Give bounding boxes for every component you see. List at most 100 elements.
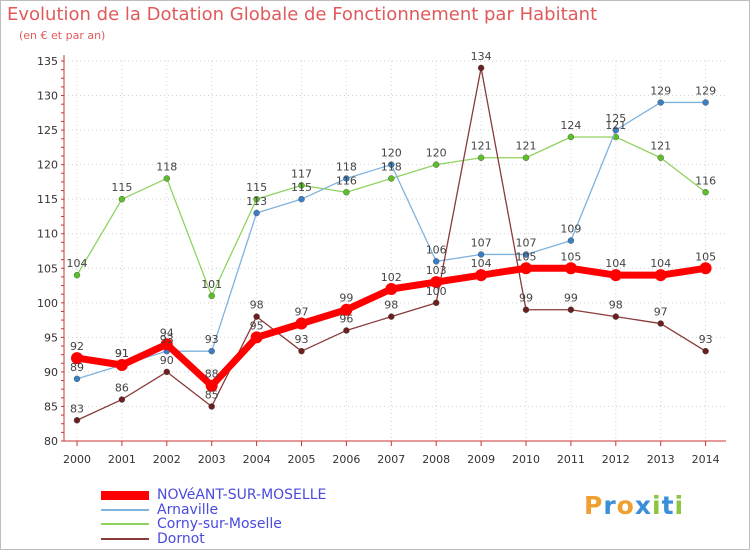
- data-label-nov-ant-sur-moselle-2010: 105: [516, 250, 537, 263]
- data-label-arnaville-2006: 118: [336, 160, 357, 173]
- point-arnaville-2013: [657, 99, 664, 106]
- x-tick-label-2009: 2009: [467, 453, 495, 466]
- data-label-corny-sur-moselle-2001: 115: [111, 181, 132, 194]
- x-tick-label-2000: 2000: [63, 453, 91, 466]
- logo-letter: o: [616, 491, 635, 520]
- x-tick-label-2011: 2011: [557, 453, 585, 466]
- point-dornot-2014: [702, 347, 709, 355]
- point-nov-ant-sur-moselle-2009: [475, 269, 488, 282]
- point-corny-sur-moselle-2006: [343, 189, 350, 196]
- data-label-arnaville-2014: 129: [695, 84, 716, 97]
- data-label-arnaville-2013: 129: [650, 84, 671, 97]
- point-corny-sur-moselle-2008: [433, 161, 440, 168]
- chart-subtitle: (en € et par an): [19, 29, 106, 42]
- y-tick-label-110: 110: [37, 228, 58, 241]
- data-label-nov-ant-sur-moselle-2012: 104: [605, 257, 626, 270]
- logo-letter: x: [634, 491, 652, 520]
- data-label-corny-sur-moselle-2006: 116: [336, 174, 357, 187]
- data-label-corny-sur-moselle-2003: 101: [201, 278, 222, 291]
- point-nov-ant-sur-moselle-2010: [520, 262, 532, 275]
- legend-item-arnaville: Arnaville: [101, 502, 218, 518]
- data-label-corny-sur-moselle-2010: 121: [516, 140, 537, 153]
- proxiti-logo: Proxiti: [584, 491, 684, 520]
- data-label-dornot-2009: 134: [471, 50, 492, 63]
- data-label-dornot-2013: 97: [654, 306, 668, 319]
- y-tick-label-100: 100: [37, 297, 58, 310]
- data-label-dornot-2003: 85: [205, 388, 219, 401]
- point-arnaville-2014: [702, 99, 709, 106]
- data-label-dornot-2006: 96: [339, 312, 353, 325]
- point-corny-sur-moselle-2014: [702, 189, 709, 196]
- point-corny-sur-moselle-2011: [567, 133, 575, 141]
- data-label-arnaville-2009: 107: [471, 236, 492, 249]
- point-nov-ant-sur-moselle-2011: [564, 262, 577, 275]
- point-nov-ant-sur-moselle-2003: [205, 379, 218, 392]
- legend-item-corny: Corny-sur-Moselle: [101, 516, 282, 532]
- point-corny-sur-moselle-2010: [522, 154, 530, 161]
- data-label-corny-sur-moselle-2009: 121: [471, 140, 492, 153]
- point-dornot-2004: [253, 313, 260, 320]
- data-label-corny-sur-moselle-2013: 121: [650, 140, 671, 153]
- logo-letter: i: [652, 491, 662, 520]
- data-label-arnaville-2008: 106: [426, 243, 447, 256]
- legend-label-dornot: Dornot: [157, 531, 205, 547]
- data-label-nov-ant-sur-moselle-2000: 92: [70, 340, 84, 353]
- y-tick-label-130: 130: [37, 90, 58, 103]
- data-label-nov-ant-sur-moselle-2006: 99: [339, 292, 353, 305]
- point-dornot-2011: [567, 306, 575, 313]
- point-corny-sur-moselle-2003: [208, 292, 215, 300]
- logo-letter: i: [674, 491, 685, 520]
- data-label-dornot-2005: 93: [295, 333, 309, 346]
- point-nov-ant-sur-moselle-2000: [71, 352, 83, 365]
- data-label-dornot-2007: 98: [384, 299, 398, 312]
- data-label-corny-sur-moselle-2008: 120: [426, 147, 447, 160]
- point-arnaville-2012: [612, 126, 619, 134]
- data-label-arnaville-2001: 91: [115, 347, 129, 360]
- data-label-nov-ant-sur-moselle-2011: 105: [560, 250, 581, 263]
- point-dornot-2005: [298, 347, 305, 355]
- legend-swatch-noveant: [101, 490, 149, 500]
- point-nov-ant-sur-moselle-2012: [609, 269, 622, 282]
- data-label-dornot-2002: 90: [160, 354, 174, 367]
- data-label-corny-sur-moselle-2011: 124: [560, 119, 581, 132]
- point-dornot-2010: [522, 306, 530, 313]
- data-label-nov-ant-sur-moselle-2003: 88: [205, 368, 219, 381]
- legend-swatch-corny: [101, 523, 149, 525]
- x-tick-label-2003: 2003: [198, 453, 226, 466]
- point-nov-ant-sur-moselle-2008: [430, 276, 443, 289]
- point-nov-ant-sur-moselle-2004: [250, 331, 263, 344]
- point-corny-sur-moselle-2004: [253, 195, 260, 203]
- data-label-dornot-2014: 93: [699, 333, 713, 346]
- point-dornot-2009: [477, 64, 485, 72]
- point-dornot-2008: [433, 299, 440, 307]
- y-tick-label-95: 95: [44, 331, 58, 344]
- point-dornot-2001: [118, 396, 126, 403]
- data-label-nov-ant-sur-moselle-2004: 95: [250, 319, 264, 332]
- chart-title: Evolution de la Dotation Globale de Fonc…: [7, 4, 598, 25]
- point-arnaville-2011: [567, 237, 575, 244]
- data-label-dornot-2012: 98: [609, 299, 623, 312]
- data-label-arnaville-2012: 125: [605, 112, 626, 125]
- data-label-nov-ant-sur-moselle-2009: 104: [471, 257, 492, 270]
- point-corny-sur-moselle-2005: [298, 182, 305, 189]
- x-tick-label-2010: 2010: [512, 453, 540, 466]
- point-corny-sur-moselle-2007: [388, 175, 395, 182]
- point-corny-sur-moselle-2002: [163, 175, 171, 182]
- logo-letter: t: [661, 491, 675, 520]
- x-tick-label-2004: 2004: [243, 453, 271, 466]
- point-dornot-2013: [657, 320, 664, 327]
- data-label-dornot-2011: 99: [564, 292, 578, 305]
- logo-letter: r: [603, 491, 617, 520]
- data-label-corny-sur-moselle-2007: 118: [381, 160, 402, 173]
- data-label-corny-sur-moselle-2000: 104: [67, 257, 88, 270]
- data-label-arnaville-2004: 113: [246, 195, 267, 208]
- data-label-nov-ant-sur-moselle-2001: 91: [115, 347, 129, 360]
- point-nov-ant-sur-moselle-2002: [160, 338, 173, 351]
- point-arnaville-2004: [253, 209, 260, 217]
- legend-swatch-arnaville: [101, 509, 149, 511]
- point-corny-sur-moselle-2013: [657, 154, 664, 161]
- data-label-nov-ant-sur-moselle-2008: 103: [426, 264, 447, 277]
- point-dornot-2012: [612, 313, 619, 320]
- data-label-nov-ant-sur-moselle-2007: 102: [381, 271, 402, 284]
